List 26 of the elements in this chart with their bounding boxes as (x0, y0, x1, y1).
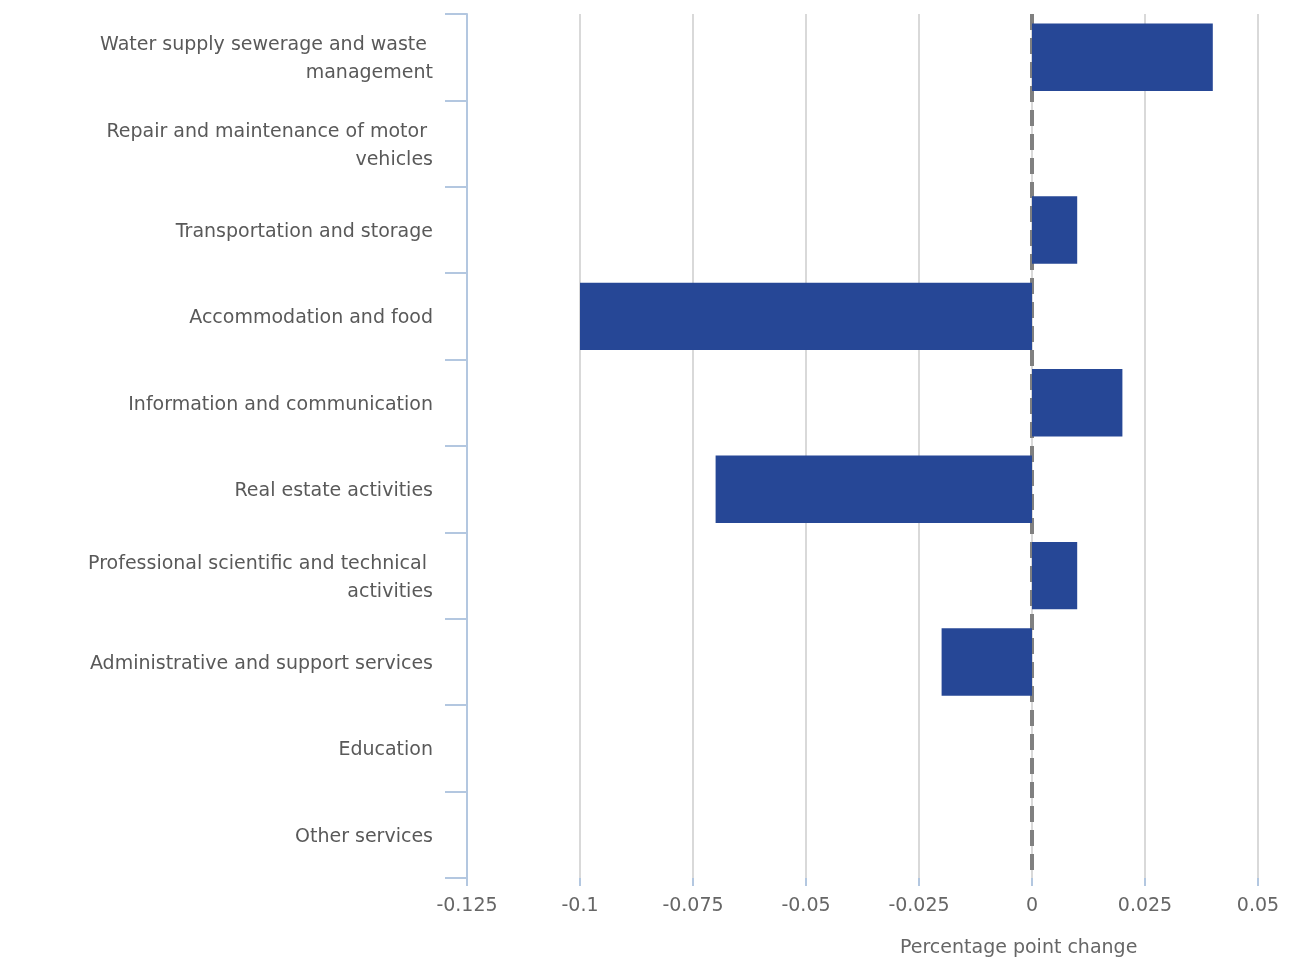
y-tick-label: Repair and maintenance of motor vehicles (106, 118, 433, 169)
x-tick-label: -0.075 (662, 892, 724, 915)
x-tick-label: -0.05 (781, 892, 831, 915)
bar (1032, 23, 1213, 91)
x-tick-label: 0 (1025, 892, 1039, 915)
y-tick-label: Administrative and support services (89, 651, 433, 673)
y-tick-label: Information and communication (128, 391, 433, 414)
y-tick-label: Real estate activities (234, 478, 433, 501)
y-tick-label: Education (338, 737, 433, 760)
bar (1032, 196, 1078, 264)
x-tick-label: 0.05 (1236, 892, 1280, 915)
bar (1032, 369, 1123, 437)
bar (1032, 541, 1078, 610)
y-tick-label: Professional scientific and technical activities (88, 550, 433, 601)
bar (580, 282, 1032, 351)
y-tick-label: Water supply sewerage and waste management (100, 32, 433, 83)
y-tick-label: Accommodation and food (189, 305, 433, 328)
y-tick-label: Other services (295, 823, 433, 846)
x-axis-title: Percentage point change (900, 934, 1138, 957)
bar (715, 455, 1032, 523)
x-tick-label: 0.025 (1117, 892, 1173, 915)
bar (941, 628, 1032, 696)
x-tick-label: -0.025 (888, 892, 950, 915)
x-tick-label: -0.1 (561, 892, 599, 915)
x-tick-label: -0.125 (436, 892, 498, 915)
y-tick-label: Transportation and storage (174, 219, 433, 241)
